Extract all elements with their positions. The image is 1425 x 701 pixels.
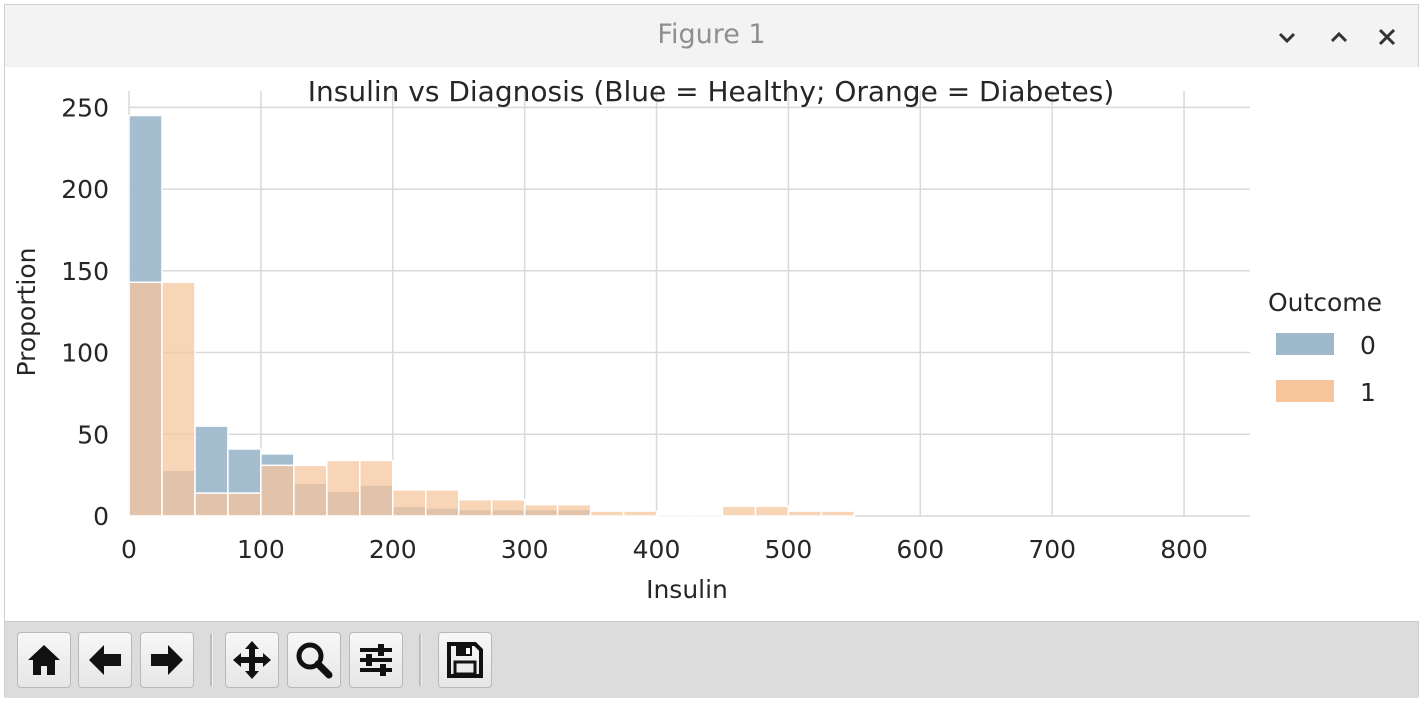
histogram-bar-series-1 (457, 498, 493, 517)
grid-lines (128, 91, 1250, 517)
histogram-bar-series-1 (227, 492, 262, 517)
histogram-bar-series-1 (392, 489, 427, 517)
maximize-button[interactable] (1321, 19, 1357, 55)
y-tick-label: 200 (61, 175, 109, 204)
histogram-bar-series-1 (194, 492, 229, 517)
close-button[interactable] (1369, 19, 1405, 55)
chart-title: Insulin vs Diagnosis (Blue = Healthy; Or… (308, 75, 1115, 108)
legend: Outcome 0 1 (1268, 288, 1382, 407)
histogram-bar-series-1 (128, 281, 163, 517)
x-tick-label: 300 (501, 535, 549, 564)
sliders-icon (360, 644, 392, 676)
toolbar-separator (419, 634, 422, 686)
y-tick-label: 150 (61, 257, 109, 286)
histogram-bar-series-1 (556, 503, 592, 517)
close-icon (1378, 28, 1396, 46)
x-axis-label: Insulin (646, 575, 728, 604)
histogram-bar-series-1 (622, 510, 658, 517)
histogram-bar-series-1 (754, 505, 790, 517)
histogram-bar-series-1 (490, 498, 526, 517)
y-tick-label: 0 (93, 502, 109, 531)
series-1-bars (128, 281, 856, 517)
y-tick-label: 250 (61, 93, 109, 122)
histogram-bar-series-1 (820, 510, 856, 517)
floppy-disk-icon (447, 642, 483, 678)
y-tick-label: 50 (77, 420, 109, 449)
histogram-bar-series-1 (359, 459, 394, 517)
histogram-bar-series-1 (523, 503, 559, 517)
back-button[interactable] (78, 632, 132, 688)
axes: 0 100 200 300 400 500 600 700 800 0 50 100 150 200 250 (61, 93, 1208, 564)
x-tick-label: 800 (1160, 535, 1208, 564)
histogram-bar-series-1 (424, 489, 460, 517)
histogram-bar-series-1 (589, 510, 625, 517)
x-tick-label: 200 (369, 535, 417, 564)
histogram-bar-series-1 (721, 505, 757, 517)
x-tick-label: 500 (765, 535, 813, 564)
histogram-bar-series-0 (688, 513, 724, 517)
configure-subplots-button[interactable] (349, 632, 403, 688)
legend-swatch-1 (1276, 380, 1334, 402)
move-icon (233, 641, 271, 679)
x-tick-label: 400 (633, 535, 681, 564)
histogram-bar-series-1 (293, 464, 328, 517)
histogram-bar-series-1 (787, 510, 823, 517)
figure-window: Figure 1 0 100 200 300 400 500 600 700 800 0 50 100… (4, 4, 1420, 698)
minimize-button[interactable] (1269, 19, 1305, 55)
x-tick-label: 700 (1028, 535, 1076, 564)
pan-button[interactable] (225, 632, 279, 688)
arrow-right-icon (151, 645, 183, 675)
title-bar[interactable]: Figure 1 (5, 5, 1418, 68)
save-button[interactable] (438, 632, 492, 688)
arrow-left-icon (89, 645, 121, 675)
magnifier-icon (296, 642, 333, 679)
x-tick-label: 600 (896, 535, 944, 564)
y-tick-label: 100 (61, 339, 109, 368)
x-tick-label: 100 (237, 535, 285, 564)
legend-title: Outcome (1268, 288, 1382, 317)
x-tick-label: 0 (121, 535, 137, 564)
home-button[interactable] (17, 632, 71, 688)
chevron-up-icon (1330, 31, 1348, 43)
y-axis-label: Proportion (12, 248, 41, 377)
toolbar-separator (210, 634, 213, 686)
legend-swatch-0 (1276, 333, 1334, 355)
chevron-down-icon (1278, 32, 1296, 44)
histogram-bar-series-1 (161, 281, 196, 517)
histogram-chart: 0 100 200 300 400 500 600 700 800 0 50 100 150 200 250… (12, 75, 1382, 604)
histogram-bar-series-0 (655, 513, 691, 517)
legend-label-0: 0 (1360, 331, 1376, 360)
navigation-toolbar (5, 621, 1418, 698)
home-icon (28, 645, 60, 675)
figure-canvas[interactable]: 0 100 200 300 400 500 600 700 800 0 50 100 150 200 250… (5, 67, 1420, 621)
histogram-bar-series-1 (260, 464, 295, 517)
window-title: Figure 1 (657, 19, 766, 50)
forward-button[interactable] (140, 632, 194, 688)
zoom-button[interactable] (287, 632, 341, 688)
legend-label-1: 1 (1360, 378, 1376, 407)
series-0-bars (128, 114, 856, 517)
histogram-bar-series-1 (326, 459, 361, 517)
